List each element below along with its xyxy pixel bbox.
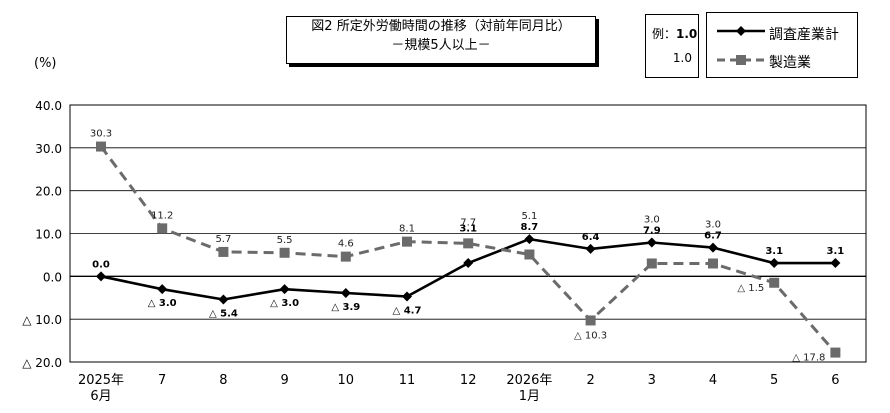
example-plain-value: 1.0 <box>672 51 692 65</box>
series1-data-label: 0.0 <box>92 259 110 270</box>
series2-marker <box>463 238 474 249</box>
series1-marker <box>830 258 841 269</box>
series1-data-label: △ 4.7 <box>393 305 422 316</box>
example-label: 例： <box>652 27 677 41</box>
series1-data-label: 3.1 <box>765 246 783 257</box>
chart-title-box: 図2 所定外労働時間の推移（対前年同月比） －規模5人以上－ <box>286 16 596 64</box>
series2-data-label: △ 10.3 <box>574 330 607 341</box>
series1-marker <box>157 284 168 295</box>
series2-marker <box>218 246 229 257</box>
series1-marker <box>524 234 535 245</box>
x-tick-label: 8 <box>219 373 227 388</box>
series1-marker <box>218 294 229 305</box>
x-tick-label: 3 <box>648 373 656 388</box>
series1-marker <box>708 242 718 253</box>
series2-marker <box>402 236 412 247</box>
series2-data-label: △ 17.8 <box>792 353 825 364</box>
series1-data-label: 3.1 <box>827 246 845 257</box>
series1-data-label: △ 3.0 <box>270 298 299 309</box>
x-tick-label: 9 <box>280 373 288 388</box>
series2-data-label: 30.3 <box>90 129 112 140</box>
y-tick-label: 10.0 <box>35 228 62 242</box>
legend-square-dash-icon <box>717 55 765 65</box>
series-layer <box>96 141 841 358</box>
y-tick-label: 0.0 <box>43 270 62 284</box>
legend: 調査産業計 製造業 <box>706 12 858 78</box>
series1-data-label: △ 3.9 <box>331 302 360 313</box>
series1-marker <box>463 258 474 269</box>
y-tick-label: △ 10.0 <box>22 313 62 327</box>
series2-data-label: 3.0 <box>644 214 660 225</box>
x-tick-label: 6 <box>831 373 839 388</box>
series2-marker <box>524 249 535 260</box>
series1-data-label: △ 5.4 <box>209 308 238 319</box>
label-example-box: 例：1.0 1.0 <box>645 14 699 78</box>
series2-marker <box>585 315 596 326</box>
x-tick-label: 2 <box>586 373 594 388</box>
y-tick-label: △ 20.0 <box>22 356 62 370</box>
series1-marker <box>340 288 351 299</box>
series2-data-label: 11.2 <box>151 210 173 221</box>
series2-marker <box>340 251 351 262</box>
series2-marker <box>708 258 718 269</box>
series2-data-label: 5.7 <box>215 234 231 245</box>
x-tick-label: 12 <box>460 373 477 388</box>
series1-marker <box>279 284 290 295</box>
series2-marker <box>646 258 657 269</box>
y-tick-label: 40.0 <box>35 99 62 113</box>
series2-data-label: △ 1.5 <box>737 283 764 294</box>
x-tick-label: 2025年 <box>78 373 124 388</box>
series2-data-label: 8.1 <box>399 224 415 235</box>
x-tick-label: 5 <box>770 373 778 388</box>
x-tick-label: 4 <box>709 373 717 388</box>
x-tick-label: 7 <box>158 373 166 388</box>
x-tick-label: 1月 <box>519 389 540 404</box>
legend-label-series1: 調査産業計 <box>769 27 839 43</box>
series1-data-label: 3.1 <box>459 223 477 234</box>
series2-data-label: 3.0 <box>705 220 721 231</box>
series2-data-label: 7.7 <box>460 217 476 228</box>
x-tick-label: 11 <box>399 373 416 388</box>
y-tick-label: 20.0 <box>35 185 62 199</box>
series2-marker <box>830 347 841 358</box>
y-tick-label: 30.0 <box>35 142 62 156</box>
chart-subtitle: －規模5人以上－ <box>391 38 491 53</box>
series1-marker <box>585 243 596 254</box>
series1-data-label: 8.7 <box>521 222 539 233</box>
series2-marker <box>769 277 780 288</box>
series2-marker <box>157 223 168 234</box>
y-axis-unit-label: (%) <box>34 56 57 71</box>
series1-marker <box>646 237 657 248</box>
series1-marker <box>769 258 780 269</box>
x-tick-label: 10 <box>338 373 355 388</box>
series1-data-label: 6.7 <box>704 231 722 242</box>
series2-data-label: 5.5 <box>277 235 293 246</box>
example-bold-value: 1.0 <box>676 27 698 41</box>
legend-label-series2: 製造業 <box>769 55 811 71</box>
y-axis-ticks: 40.0 30.0 20.0 10.0 0.0 △ 10.0 △ 20.0 <box>22 99 62 370</box>
series1-data-label: 6.4 <box>582 232 600 243</box>
legend-diamond-line-icon <box>717 26 765 36</box>
x-tick-label: 2026年 <box>506 373 552 388</box>
series2-data-label: 4.6 <box>338 239 354 250</box>
series2-marker <box>279 247 290 258</box>
series1-marker <box>96 271 106 282</box>
series1-marker <box>402 291 412 302</box>
chart-title: 図2 所定外労働時間の推移（対前年同月比） <box>311 19 571 34</box>
grid-lines <box>69 104 867 363</box>
data-labels: 0.0 △ 3.0 △ 5.4 △ 3.0 △ 3.9 △ 4.7 3.1 8.7 6.4 7.9… <box>90 129 844 364</box>
series1-data-label: 7.9 <box>643 225 661 236</box>
legend-item-series1: 調査産業計 <box>707 22 857 44</box>
series2-marker <box>96 141 106 152</box>
legend-item-series2: 製造業 <box>707 50 857 72</box>
series2-data-label: 5.1 <box>521 211 537 222</box>
x-tick-label: 6月 <box>90 389 111 404</box>
example-row-bold: 例：1.0 <box>652 25 697 42</box>
series1-data-label: △ 3.0 <box>148 298 177 309</box>
